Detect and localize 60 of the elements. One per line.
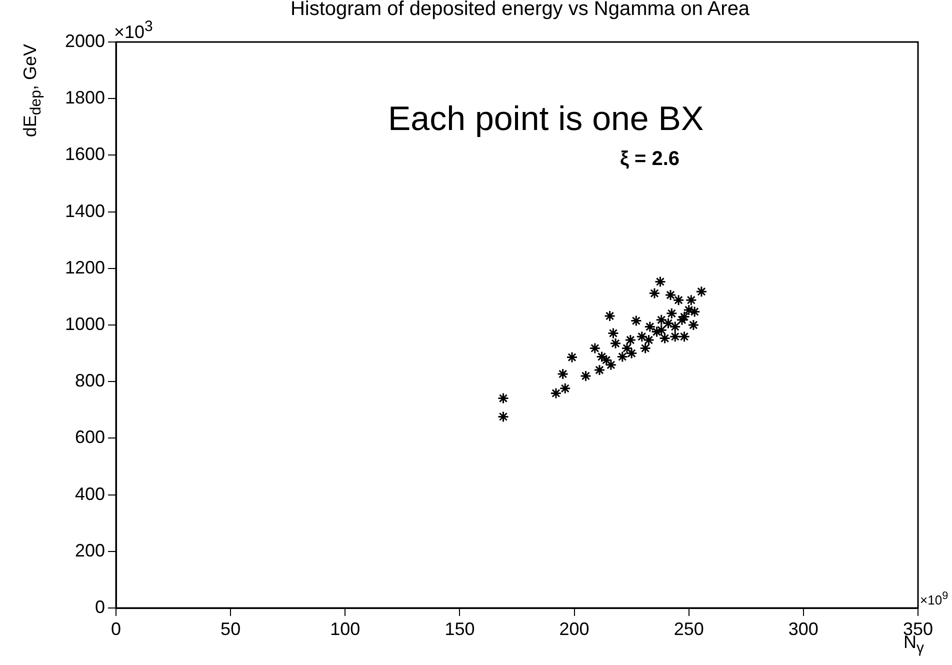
point — [589, 342, 601, 354]
x-tick-label: 300 — [788, 618, 818, 639]
point — [604, 310, 616, 322]
point — [676, 314, 688, 326]
point — [688, 306, 700, 318]
chart-title: Histogram of deposited energy vs Ngamma on Area — [290, 0, 750, 20]
point — [559, 382, 571, 394]
point — [672, 294, 684, 306]
point — [662, 318, 674, 330]
x-tick-label: 250 — [674, 618, 704, 639]
x-tick-label: 200 — [559, 618, 590, 639]
point — [580, 370, 592, 382]
point — [498, 392, 509, 404]
y-tick-label: 200 — [74, 540, 105, 560]
y-tick-label: 1000 — [64, 314, 105, 334]
y-tick-label: 1600 — [64, 144, 105, 164]
point — [688, 319, 700, 331]
x-tick-label: 50 — [220, 618, 241, 639]
point — [696, 286, 708, 298]
point — [636, 330, 648, 342]
y-tick-label: 600 — [74, 427, 105, 448]
y-tick-label: 1400 — [64, 200, 105, 221]
point — [616, 350, 628, 362]
point — [669, 330, 681, 342]
point — [648, 288, 660, 300]
y-tick-label: 2000 — [64, 30, 105, 51]
point — [644, 320, 656, 332]
x-tick-label: 100 — [330, 618, 360, 639]
point — [656, 314, 668, 326]
point — [678, 311, 690, 323]
point — [664, 289, 676, 301]
point — [683, 304, 695, 316]
point — [594, 364, 606, 376]
x-tick-label: 0 — [110, 618, 122, 639]
point — [610, 338, 622, 350]
point — [624, 334, 636, 346]
y-tick-label: 800 — [74, 370, 105, 391]
point — [659, 332, 671, 344]
point — [498, 410, 509, 422]
point — [666, 308, 678, 320]
y-tick-label: 1200 — [64, 257, 105, 278]
text: ×10$^{9}$ — [920, 590, 948, 608]
point — [678, 330, 690, 342]
annotation: Each point is one BX — [388, 100, 704, 139]
point — [607, 327, 619, 339]
point — [550, 387, 562, 399]
point — [630, 315, 642, 327]
point — [640, 342, 652, 354]
x-tick-label: 150 — [444, 618, 475, 639]
point — [557, 368, 569, 380]
y-tick-label: 1800 — [64, 88, 105, 108]
y-tick-label: 400 — [74, 484, 105, 504]
annotation: ×10$^{3}$ — [114, 18, 153, 43]
y-tick-label: 0 — [94, 596, 105, 617]
point — [566, 352, 578, 364]
annotation: ξ = 2.6 — [620, 148, 680, 171]
point — [669, 320, 681, 332]
point — [685, 294, 697, 306]
point — [654, 276, 666, 288]
point — [643, 334, 655, 346]
